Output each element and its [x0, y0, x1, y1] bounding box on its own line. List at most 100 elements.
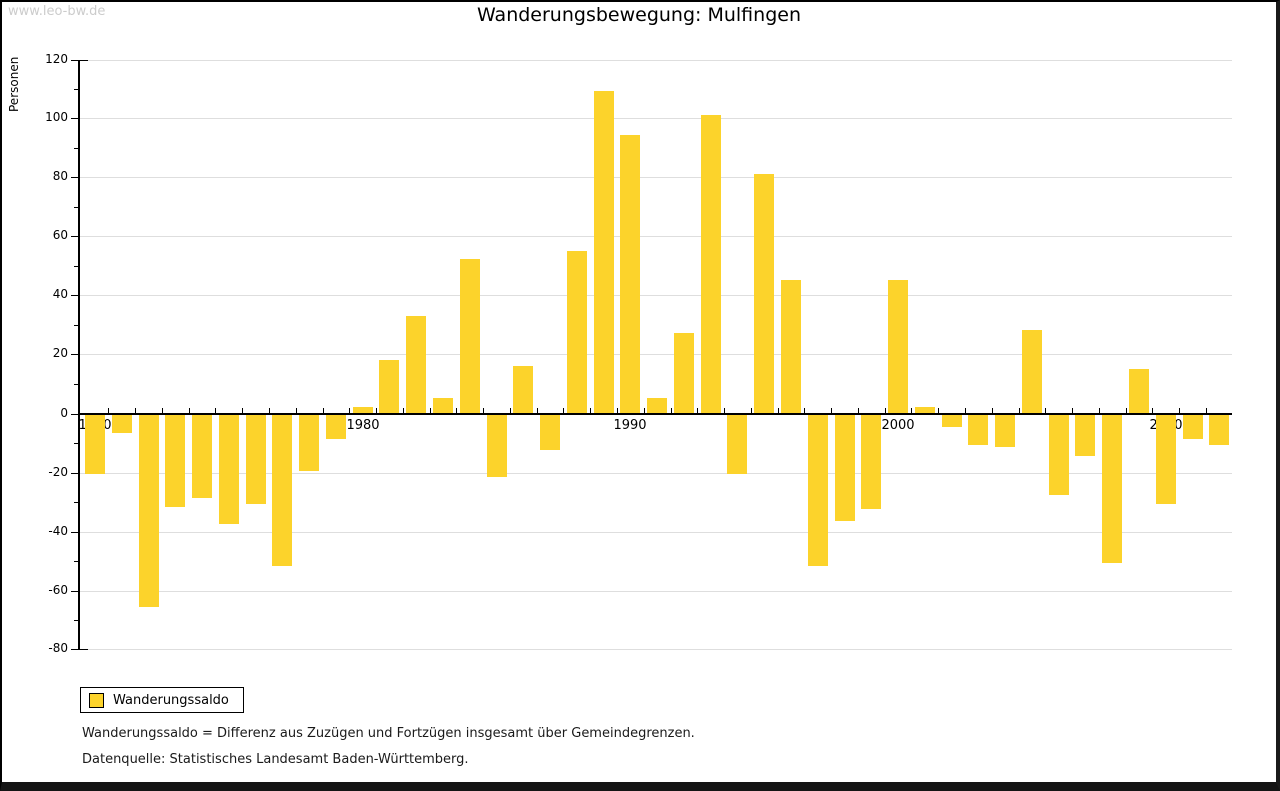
y-tick-110	[74, 89, 78, 90]
y-tick-label-80: 80	[52, 169, 68, 183]
gridline-100	[80, 118, 1232, 119]
y-tick-120	[71, 60, 78, 61]
x-tick	[403, 408, 404, 413]
y-tick-label--40: -40	[48, 524, 68, 538]
gridline--60	[80, 591, 1232, 592]
x-tick	[537, 408, 538, 413]
y-tick--10	[74, 443, 78, 444]
bar-2001	[915, 407, 935, 413]
x-tick	[269, 408, 270, 413]
y-axis-top-cap	[80, 60, 88, 61]
x-tick	[644, 408, 645, 413]
bar-1990	[620, 135, 640, 413]
y-tick-label--80: -80	[48, 641, 68, 655]
bar-1977	[272, 415, 292, 566]
y-tick-40	[71, 295, 78, 296]
y-tick-label-60: 60	[52, 228, 68, 242]
bar-2009	[1129, 369, 1149, 413]
bar-1980	[353, 407, 373, 413]
y-tick-label-120: 120	[45, 52, 68, 66]
x-tick	[1126, 408, 1127, 413]
x-tick	[189, 408, 190, 413]
y-tick-90	[74, 148, 78, 149]
y-tick-100	[71, 118, 78, 119]
x-tick	[804, 408, 805, 413]
footnote-source: Datenquelle: Statistisches Landesamt Bad…	[82, 752, 469, 767]
y-axis-bottom-cap	[80, 649, 88, 650]
x-axis-label-1990: 1990	[613, 418, 647, 433]
x-tick	[724, 408, 725, 413]
bar-1974	[192, 415, 212, 498]
x-tick	[617, 408, 618, 413]
y-tick--40	[71, 532, 78, 533]
footnote-definition: Wanderungssaldo = Differenz aus Zuzügen …	[82, 726, 695, 741]
x-tick	[483, 408, 484, 413]
x-tick	[296, 408, 297, 413]
x-tick	[108, 408, 109, 413]
bar-2008	[1102, 415, 1122, 563]
y-tick-10	[74, 384, 78, 385]
gridline--80	[80, 649, 1232, 650]
x-tick	[671, 408, 672, 413]
bar-2000	[888, 280, 908, 413]
bar-2011	[1183, 415, 1203, 439]
bar-1988	[567, 251, 587, 413]
x-tick	[1045, 408, 1046, 413]
x-tick	[349, 408, 350, 413]
bar-2002	[942, 415, 962, 427]
x-tick	[215, 408, 216, 413]
bar-2003	[968, 415, 988, 445]
x-tick	[1072, 408, 1073, 413]
y-tick-label-100: 100	[45, 110, 68, 124]
x-tick	[1179, 408, 1180, 413]
bar-1979	[326, 415, 346, 439]
y-tick--30	[74, 502, 78, 503]
chart-title: Wanderungsbewegung: Mulfingen	[476, 4, 801, 26]
y-tick-label--60: -60	[48, 583, 68, 597]
x-tick	[858, 408, 859, 413]
legend-box: Wanderungssaldo	[80, 687, 244, 713]
x-tick	[376, 408, 377, 413]
bar-1971	[112, 415, 132, 433]
bar-2007	[1075, 415, 1095, 456]
x-tick	[1019, 408, 1020, 413]
x-tick	[1152, 408, 1153, 413]
y-tick-30	[74, 325, 78, 326]
gridline--20	[80, 473, 1232, 474]
bar-1992	[674, 333, 694, 413]
bar-1972	[139, 415, 159, 607]
plot-area: 120100806040200-20-40-60-801970198019902…	[45, 52, 1232, 655]
bar-1998	[835, 415, 855, 521]
bar-2005	[1022, 330, 1042, 413]
legend-color-swatch	[89, 692, 104, 708]
x-tick	[697, 408, 698, 413]
x-tick	[751, 408, 752, 413]
x-tick	[992, 408, 993, 413]
y-tick--20	[71, 473, 78, 474]
y-axis-title: Personen	[7, 56, 21, 112]
y-tick-label--20: -20	[48, 465, 68, 479]
legend-label: Wanderungssaldo	[113, 692, 229, 708]
x-tick	[242, 408, 243, 413]
bar-1983	[433, 398, 453, 413]
y-tick-60	[71, 236, 78, 237]
y-tick--70	[74, 620, 78, 621]
bar-1996	[781, 280, 801, 413]
y-tick-label-40: 40	[52, 287, 68, 301]
y-tick--50	[74, 561, 78, 562]
bar-1973	[165, 415, 185, 507]
x-tick	[778, 408, 779, 413]
x-tick	[965, 408, 966, 413]
y-tick-label-20: 20	[52, 346, 68, 360]
bar-1975	[219, 415, 239, 524]
bar-1994	[727, 415, 747, 474]
y-tick-20	[71, 354, 78, 355]
bar-1995	[754, 174, 774, 413]
gridline--40	[80, 532, 1232, 533]
x-tick	[938, 408, 939, 413]
x-tick	[1099, 408, 1100, 413]
x-tick	[135, 408, 136, 413]
x-tick	[885, 408, 886, 413]
bar-1978	[299, 415, 319, 471]
bar-1987	[540, 415, 560, 450]
